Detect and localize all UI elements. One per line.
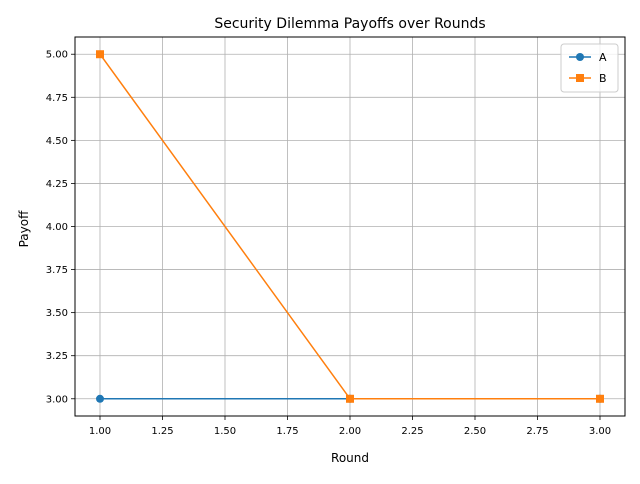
- legend-label: B: [599, 72, 607, 85]
- y-tick-label: 5.00: [46, 50, 68, 61]
- series-layer: [96, 50, 604, 403]
- y-tick-label: 4.25: [46, 179, 68, 190]
- data-point-b: [96, 50, 104, 59]
- y-tick-label: 3.25: [46, 351, 68, 362]
- chart-title: Security Dilemma Payoffs over Rounds: [214, 16, 485, 32]
- x-tick-label: 2.50: [464, 426, 486, 437]
- legend-label: A: [599, 51, 607, 64]
- x-tick-label: 1.75: [276, 426, 298, 437]
- grid-layer: [75, 37, 625, 416]
- data-point-b: [596, 394, 604, 403]
- x-tick-label: 2.00: [339, 426, 361, 437]
- y-tick-label: 3.00: [46, 394, 68, 405]
- legend-marker: [576, 53, 584, 61]
- legend-box: [560, 43, 619, 93]
- y-axis-label: Payoff: [17, 210, 31, 247]
- series-b: [96, 50, 604, 403]
- x-axis-label: Round: [331, 451, 369, 465]
- legend-marker: [576, 74, 584, 82]
- y-tick-label: 3.50: [46, 308, 68, 319]
- x-tick-label: 1.50: [214, 426, 236, 437]
- y-tick-label: 4.00: [46, 222, 68, 233]
- data-point-a: [96, 394, 104, 403]
- y-tick-label: 4.75: [46, 93, 68, 104]
- y-tick-label: 4.50: [46, 136, 68, 147]
- ticks-layer: 1.00 1.25 1.50 1.75 2.00 2.25 2.50 2.75 3.00 3.00…: [46, 50, 611, 437]
- y-tick-label: 3.75: [46, 265, 68, 276]
- legend: AB: [560, 43, 619, 93]
- legend-item-b: B: [569, 72, 607, 85]
- x-tick-label: 2.25: [401, 426, 423, 437]
- x-tick-label: 1.00: [89, 426, 111, 437]
- x-tick-label: 2.75: [526, 426, 548, 437]
- legend-item-a: A: [569, 51, 607, 64]
- data-point-b: [346, 394, 354, 403]
- x-tick-label: 1.25: [151, 426, 173, 437]
- x-tick-label: 3.00: [589, 426, 611, 437]
